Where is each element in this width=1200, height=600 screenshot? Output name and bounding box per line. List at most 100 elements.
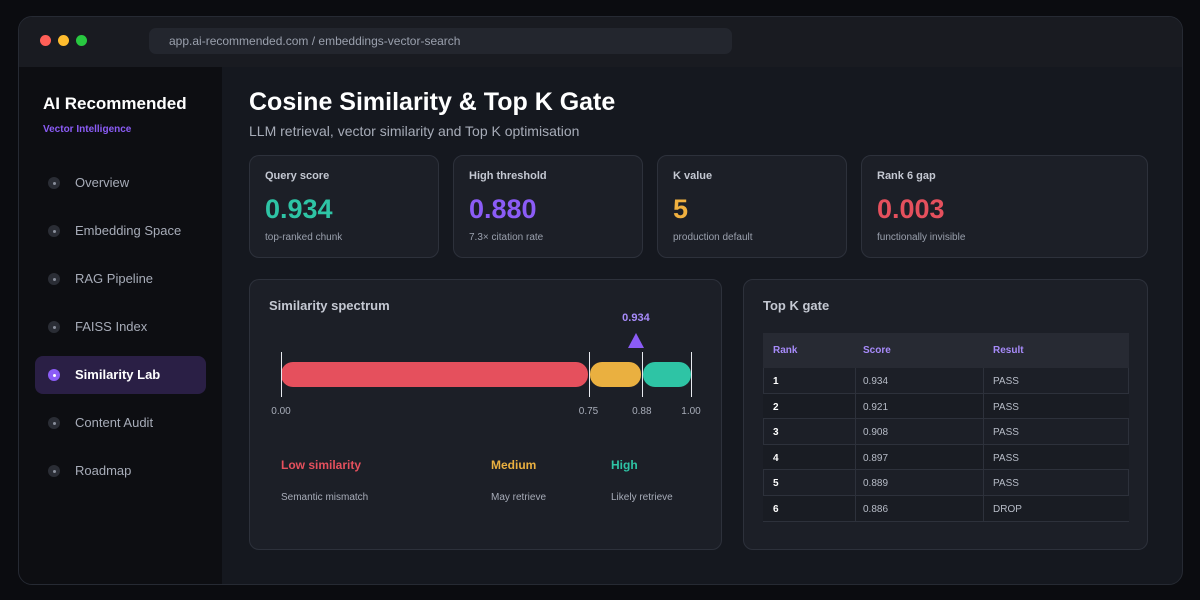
sidebar-item-label: Overview bbox=[75, 175, 130, 190]
nav-bullet-icon bbox=[48, 321, 60, 333]
sidebar-item-label: RAG Pipeline bbox=[75, 271, 154, 286]
column-divider bbox=[1128, 470, 1129, 495]
panel-title: Similarity spectrum bbox=[269, 298, 390, 313]
query-score-marker-icon bbox=[627, 333, 644, 348]
sidebar-item-label: Roadmap bbox=[75, 463, 132, 478]
page-subtitle: LLM retrieval, vector similarity and Top… bbox=[249, 123, 580, 139]
table-header: Rank Score Result bbox=[763, 333, 1129, 368]
nav-bullet-icon bbox=[48, 465, 60, 477]
stat-label: Query score bbox=[265, 170, 330, 182]
column-divider bbox=[855, 368, 856, 393]
stat-note: production default bbox=[673, 232, 753, 243]
sidebar-item-rag-pipeline[interactable]: RAG Pipeline bbox=[35, 260, 206, 298]
maximize-window-button[interactable] bbox=[76, 35, 87, 46]
nav-bullet-icon bbox=[48, 417, 60, 429]
column-divider bbox=[855, 419, 856, 444]
brand-subtitle: Vector Intelligence bbox=[43, 124, 132, 135]
legend-desc-high: Likely retrieve bbox=[611, 492, 673, 503]
address-bar[interactable]: app.ai-recommended.com / embeddings-vect… bbox=[149, 28, 732, 54]
cell-result: PASS bbox=[993, 452, 1019, 464]
legend-name-high: High bbox=[611, 458, 638, 472]
column-header-rank: Rank bbox=[773, 345, 798, 356]
minimize-window-button[interactable] bbox=[58, 35, 69, 46]
sidebar-item-label: Embedding Space bbox=[75, 223, 182, 238]
column-divider bbox=[983, 368, 984, 393]
cell-rank: 6 bbox=[773, 503, 779, 515]
cell-result: PASS bbox=[993, 401, 1019, 413]
similarity-spectrum-panel: Similarity spectrum 0.00 0.75 0.88 1.00 … bbox=[249, 279, 722, 550]
nav-bullet-icon bbox=[48, 177, 60, 189]
legend-desc-low: Semantic mismatch bbox=[281, 492, 369, 503]
cell-result: DROP bbox=[993, 503, 1022, 515]
cell-score: 0.897 bbox=[863, 452, 889, 464]
stat-value: 5 bbox=[673, 194, 689, 224]
column-divider bbox=[1128, 419, 1129, 444]
page-title: Cosine Similarity & Top K Gate bbox=[249, 88, 616, 116]
column-divider bbox=[855, 444, 856, 470]
column-divider bbox=[763, 368, 764, 393]
cell-result: PASS bbox=[993, 376, 1019, 387]
tick-line bbox=[588, 352, 590, 397]
tick-line bbox=[691, 352, 692, 397]
tick-line bbox=[281, 352, 282, 397]
legend-desc-medium: May retrieve bbox=[491, 492, 547, 503]
sidebar-item-overview[interactable]: Overview bbox=[35, 164, 206, 202]
close-window-button[interactable] bbox=[40, 35, 51, 46]
top-k-gate-panel: Top K gate Rank Score Result 1 0.934 PAS… bbox=[743, 279, 1148, 550]
sidebar-item-faiss-index[interactable]: FAISS Index bbox=[35, 308, 206, 346]
stat-note: top-ranked chunk bbox=[265, 232, 343, 243]
column-divider bbox=[983, 495, 984, 521]
cell-score: 0.921 bbox=[863, 401, 889, 413]
stat-note: 7.3× citation rate bbox=[469, 232, 544, 243]
sidebar-item-label: Similarity Lab bbox=[75, 367, 161, 382]
cell-score: 0.908 bbox=[863, 427, 889, 439]
cell-rank: 3 bbox=[773, 427, 779, 439]
table-row: 2 0.921 PASS bbox=[763, 393, 1129, 420]
column-divider bbox=[855, 393, 856, 419]
stat-note: functionally invisible bbox=[877, 232, 966, 243]
top-k-table: Rank Score Result 1 0.934 PASS 2 0.921 P… bbox=[763, 333, 1129, 522]
stat-label: High threshold bbox=[469, 170, 547, 182]
sidebar-item-label: Content Audit bbox=[75, 415, 154, 430]
stat-card-query-score: Query score 0.934 top-ranked chunk bbox=[249, 155, 439, 258]
column-divider bbox=[983, 470, 984, 495]
stat-card-k-value: K value 5 production default bbox=[657, 155, 847, 258]
nav-bullet-icon bbox=[48, 369, 60, 381]
nav-bullet-icon bbox=[48, 225, 60, 237]
cell-rank: 4 bbox=[773, 452, 779, 464]
sidebar-item-similarity-lab[interactable]: Similarity Lab bbox=[35, 356, 206, 394]
cell-rank: 2 bbox=[773, 401, 779, 413]
legend-name-low: Low similarity bbox=[281, 458, 362, 472]
cell-score: 0.889 bbox=[863, 478, 889, 490]
spectrum-band-high bbox=[642, 362, 691, 387]
cell-score: 0.934 bbox=[863, 376, 889, 387]
stat-value: 0.934 bbox=[265, 194, 333, 224]
spectrum-band-low bbox=[281, 362, 588, 387]
cell-rank: 1 bbox=[773, 376, 779, 387]
brand-name: AI Recommended bbox=[43, 94, 187, 113]
table-row: 3 0.908 PASS bbox=[763, 419, 1129, 445]
tick-label: 0.88 bbox=[632, 406, 652, 417]
column-divider bbox=[983, 419, 984, 444]
column-divider bbox=[1128, 368, 1129, 393]
table-row: 6 0.886 DROP bbox=[763, 495, 1129, 522]
tick-line bbox=[641, 352, 643, 397]
nav-bullet-icon bbox=[48, 273, 60, 285]
cell-score: 0.886 bbox=[863, 503, 889, 515]
spectrum-band-medium bbox=[589, 362, 641, 387]
stat-card-rank-6-gap: Rank 6 gap 0.003 functionally invisible bbox=[861, 155, 1148, 258]
sidebar-item-content-audit[interactable]: Content Audit bbox=[35, 404, 206, 442]
sidebar-item-embedding-space[interactable]: Embedding Space bbox=[35, 212, 206, 250]
tick-label: 0.00 bbox=[271, 406, 291, 417]
column-divider bbox=[855, 470, 856, 495]
column-header-score: Score bbox=[863, 345, 891, 356]
table-row: 1 0.934 PASS bbox=[763, 368, 1129, 394]
legend-name-medium: Medium bbox=[491, 458, 537, 472]
tick-label: 0.75 bbox=[578, 406, 599, 417]
panel-title: Top K gate bbox=[763, 298, 830, 313]
query-score-marker-label: 0.934 bbox=[622, 312, 650, 324]
sidebar-item-roadmap[interactable]: Roadmap bbox=[35, 452, 206, 490]
cell-rank: 5 bbox=[773, 478, 779, 490]
sidebar: AI Recommended Vector Intelligence Overv… bbox=[19, 67, 222, 584]
sidebar-item-label: FAISS Index bbox=[75, 319, 148, 334]
